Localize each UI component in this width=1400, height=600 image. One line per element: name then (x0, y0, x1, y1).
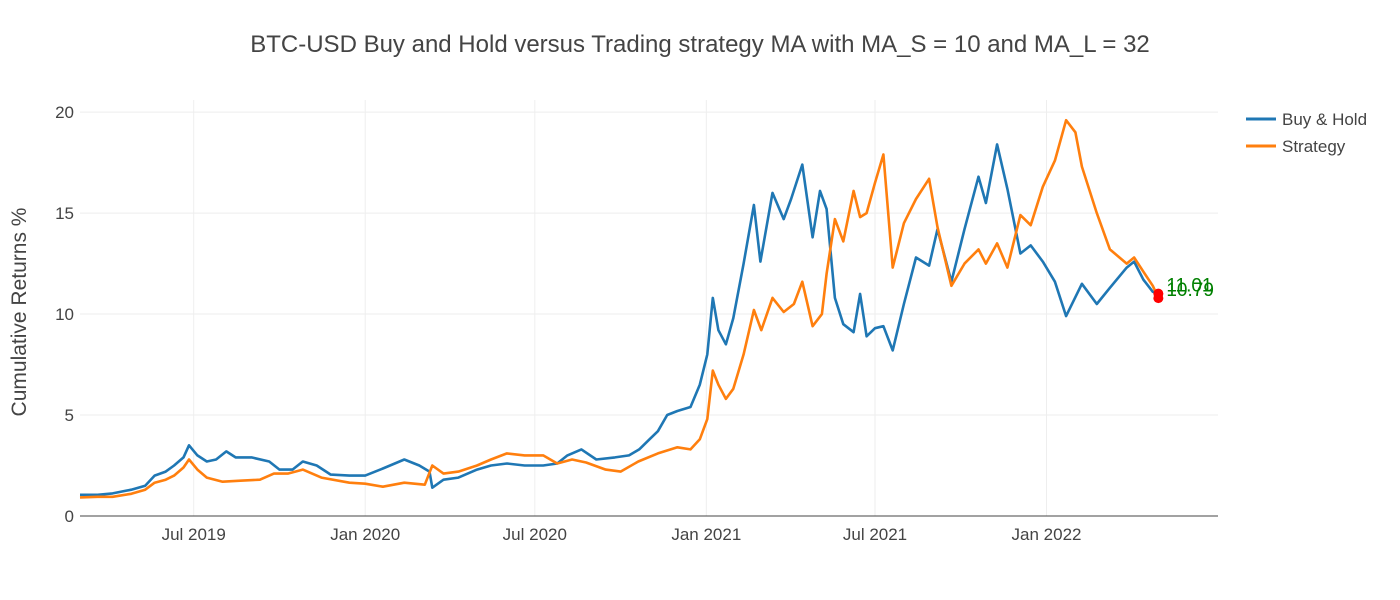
y-tick-label: 15 (55, 204, 74, 223)
value-annotation: 11.01 (1166, 276, 1212, 297)
x-tick-label: Jan 2022 (1012, 525, 1082, 544)
y-tick-label: 5 (65, 406, 74, 425)
legend-item[interactable]: Buy & Hold (1246, 110, 1367, 129)
x-tick-label: Jan 2020 (330, 525, 400, 544)
x-tick-label: Jul 2021 (843, 525, 907, 544)
series-line-2 (79, 118, 1160, 499)
series-line-1 (80, 143, 1159, 497)
legend-item[interactable]: Strategy (1246, 137, 1346, 156)
legend-label: Buy & Hold (1282, 110, 1367, 129)
end-markers (1153, 288, 1164, 304)
x-tick-label: Jul 2019 (162, 525, 226, 544)
y-axis-label: Cumulative Returns % (8, 208, 31, 417)
series-layer (79, 118, 1160, 499)
grid-lines (80, 100, 1218, 516)
end-marker-2 (1153, 293, 1164, 304)
x-tick-label: Jan 2021 (671, 525, 741, 544)
x-tick-label: Jul 2020 (503, 525, 567, 544)
x-axis-ticks: Jul 2019 Jan 2020 Jul 2020 Jan 2021 Jul 2021… (162, 525, 1082, 544)
y-tick-label: 0 (65, 507, 74, 526)
legend-label: Strategy (1282, 137, 1346, 156)
y-tick-label: 20 (55, 103, 74, 122)
value-annotation: 10.79 (1166, 280, 1214, 301)
legend[interactable]: Buy & Hold Strategy (1246, 110, 1367, 156)
chart-title: BTC-USD Buy and Hold versus Trading stra… (250, 31, 1150, 58)
y-axis-ticks: 0 5 10 15 20 (55, 103, 74, 526)
y-tick-label: 10 (55, 305, 74, 324)
